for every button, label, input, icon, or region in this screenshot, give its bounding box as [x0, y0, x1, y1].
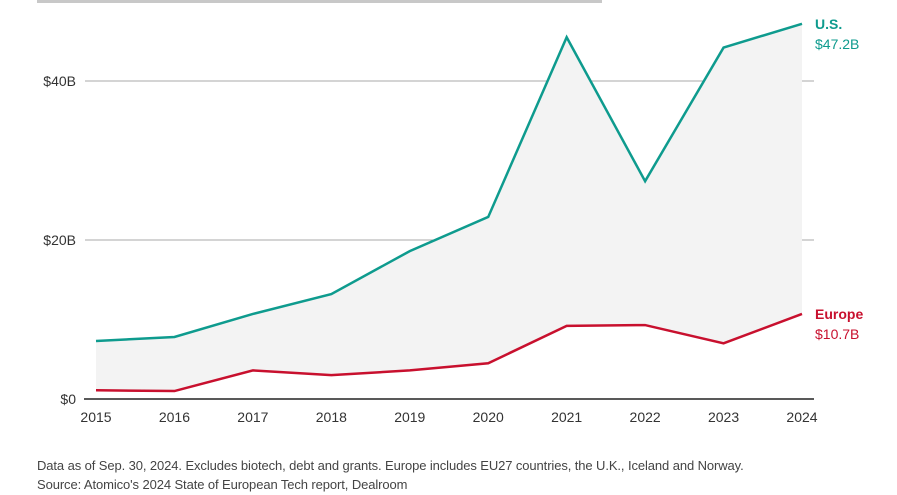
- x-tick-label: 2016: [159, 409, 190, 425]
- x-tick-label: 2018: [316, 409, 347, 425]
- x-tick-label: 2015: [80, 409, 111, 425]
- x-tick-label: 2022: [630, 409, 661, 425]
- series-line-europe: [95, 312, 803, 393]
- series-value-label: $47.2B: [815, 36, 859, 52]
- x-tick-label: 2019: [394, 409, 425, 425]
- footnote-source: Source: Atomico's 2024 State of European…: [37, 477, 408, 492]
- series-labels: U.S. $47.2B Europe $10.7B: [815, 16, 863, 342]
- series-name-label: U.S.: [815, 16, 842, 32]
- header-rule: [37, 0, 602, 3]
- axes: $0 $20B $40B 2015 2016 2017 2018 2019 2020 2021 20…: [43, 73, 817, 425]
- y-tick-label: $20B: [43, 232, 76, 248]
- y-tick-label: $40B: [43, 73, 76, 89]
- x-tick-label: 2024: [786, 409, 817, 425]
- x-tick-label: 2020: [473, 409, 504, 425]
- series-value-label: $10.7B: [815, 326, 859, 342]
- footnote-data-notes: Data as of Sep. 30, 2024. Excludes biote…: [37, 458, 744, 473]
- x-tick-label: 2023: [708, 409, 739, 425]
- series-name-label: Europe: [815, 306, 863, 322]
- series-line-us: [95, 22, 803, 343]
- line-chart: $0 $20B $40B 2015 2016 2017 2018 2019 2020 2021 20…: [43, 16, 863, 425]
- x-tick-label: 2021: [551, 409, 582, 425]
- x-tick-label: 2017: [237, 409, 268, 425]
- gap-fill-area: [96, 23, 802, 392]
- y-tick-label: $0: [60, 391, 76, 407]
- series-lines: [95, 22, 803, 393]
